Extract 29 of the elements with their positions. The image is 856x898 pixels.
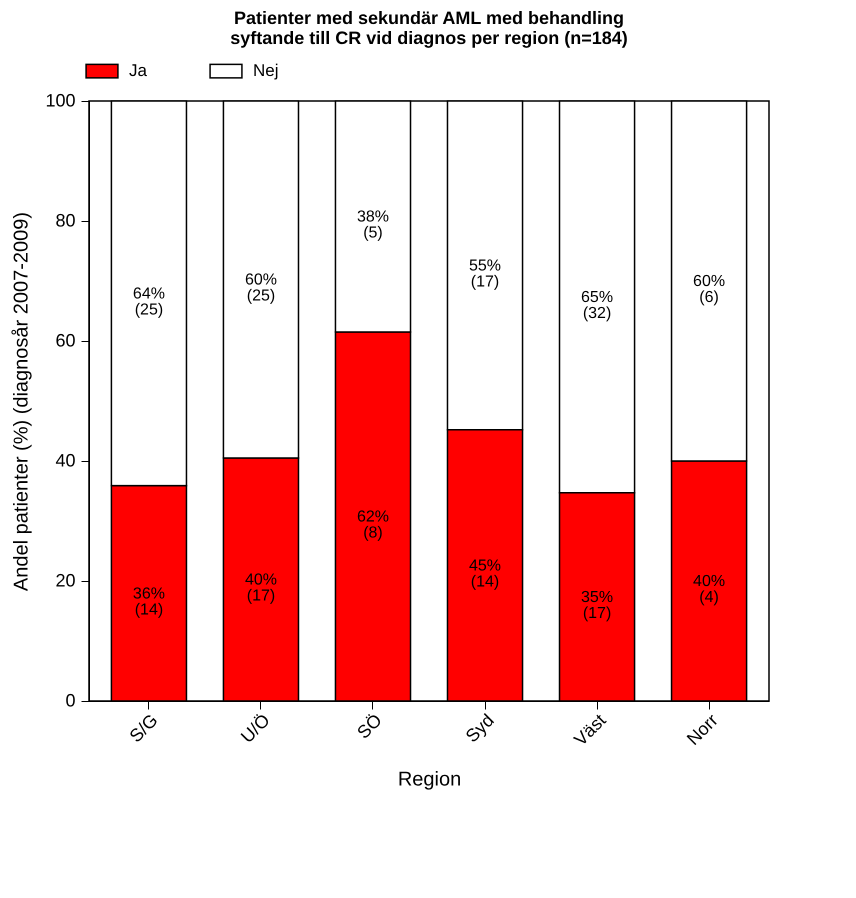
y-tick-label: 0 — [65, 690, 76, 710]
data-label: 64% (25) — [132, 285, 165, 318]
legend-label: Nej — [253, 61, 279, 80]
chart-title: Patienter med sekundär AML med behandling syftande till CR vid diagnos per region (n=184) — [230, 8, 628, 48]
data-label: 65% (32) — [581, 288, 614, 322]
x-tick-label: Väst — [570, 710, 610, 750]
y-tick-label: 20 — [55, 570, 76, 590]
data-label: 60% (6) — [693, 273, 726, 306]
data-label: 40% (4) — [693, 573, 726, 606]
x-tick-label: S/G — [126, 710, 162, 746]
x-tick-label: SÖ — [353, 710, 386, 743]
x-tick-label: Norr — [682, 710, 722, 749]
y-tick-label: 80 — [55, 210, 76, 230]
data-label: 62% (8) — [356, 508, 389, 542]
x-tick-label: Syd — [462, 710, 498, 746]
data-label: 45% (14) — [469, 557, 502, 590]
y-tick-label: 40 — [55, 450, 76, 470]
y-tick-label: 100 — [45, 90, 76, 110]
legend-label: Ja — [129, 61, 148, 80]
x-tick-label: U/Ö — [236, 710, 274, 747]
data-label: 55% (17) — [469, 257, 502, 290]
data-label: 38% (5) — [356, 208, 389, 242]
data-label: 35% (17) — [581, 588, 614, 622]
data-label: 40% (17) — [244, 572, 277, 604]
data-label: 36% (14) — [132, 585, 165, 618]
x-axis-title: Region — [398, 768, 462, 791]
y-tick-label: 60 — [55, 330, 76, 350]
y-axis-title: Andel patienter (%) (diagnosår 2007-2009) — [10, 212, 32, 592]
data-label: 60% (25) — [244, 272, 277, 304]
